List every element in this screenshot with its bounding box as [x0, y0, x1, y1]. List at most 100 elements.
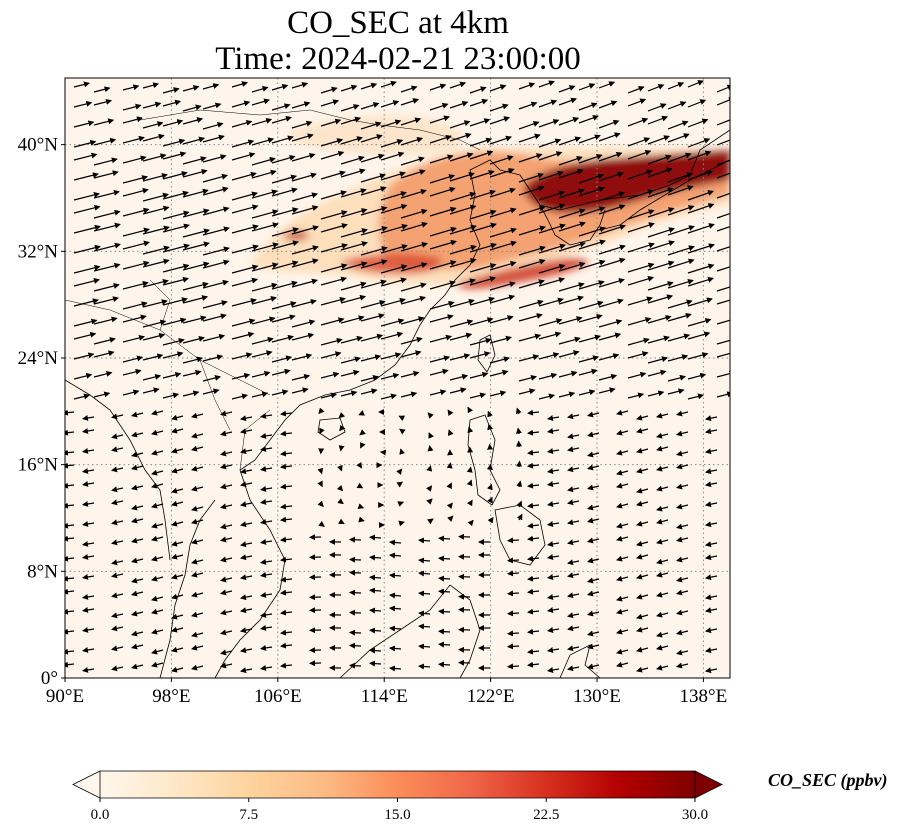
wind-arrow: [93, 137, 117, 146]
wind-arrow: [151, 409, 164, 416]
wind-arrow: [489, 187, 516, 198]
wind-arrow: [380, 223, 408, 234]
wind-arrow: [320, 150, 345, 160]
wind-arrow: [558, 221, 586, 232]
wind-arrow: [558, 168, 584, 179]
wind-arrow: [587, 663, 600, 670]
wind-arrow: [369, 607, 382, 614]
wind-arrow: [82, 428, 95, 434]
wind-arrow: [636, 447, 649, 454]
wind-arrow: [647, 135, 670, 145]
wind-arrow: [389, 665, 402, 672]
wind-arrow: [171, 540, 184, 547]
wind-arrow: [360, 246, 388, 256]
wind-arrow: [291, 258, 319, 268]
wind-arrow: [380, 352, 402, 360]
wind-arrow: [182, 241, 210, 251]
wind-arrow: [191, 558, 204, 565]
wind-arrow: [122, 389, 140, 396]
wind-arrow: [518, 279, 545, 289]
wind-arrow: [65, 661, 75, 668]
wind-arrow: [65, 575, 75, 582]
wind-arrow: [93, 391, 111, 398]
wind-arrow: [518, 245, 546, 256]
wind-arrow: [280, 503, 293, 510]
wind-arrow: [667, 374, 687, 382]
wind-arrow: [182, 369, 202, 377]
wind-arrow: [260, 498, 273, 505]
wind-arrow: [389, 605, 402, 612]
wind-arrow: [400, 85, 418, 93]
wind-arrow: [656, 538, 669, 545]
wind-arrow: [369, 554, 382, 561]
wind-arrow: [389, 592, 402, 599]
wind-arrow: [489, 369, 509, 377]
wind-arrow: [171, 646, 184, 653]
wind-arrow: [627, 276, 655, 286]
wind-arrow: [73, 152, 98, 161]
wind-arrow: [82, 594, 95, 600]
wind-arrow: [349, 569, 362, 576]
wind-arrow: [337, 498, 344, 505]
wind-arrow: [647, 154, 672, 165]
wind-arrow: [380, 171, 406, 181]
wind-arrow: [111, 466, 124, 473]
wind-arrow: [82, 501, 95, 507]
wind-arrow: [73, 298, 99, 307]
wind-arrow: [369, 587, 382, 594]
wind-arrow: [240, 448, 253, 455]
wind-arrow: [398, 415, 406, 422]
wind-arrow: [131, 451, 144, 458]
wind-arrow: [716, 172, 730, 179]
wind-arrow: [578, 368, 598, 376]
wind-arrow: [636, 666, 649, 673]
wind-arrow: [340, 335, 363, 344]
wind-arrow: [547, 481, 560, 487]
wind-arrow: [489, 356, 510, 364]
wind-arrow: [469, 209, 497, 220]
wind-arrow: [656, 644, 669, 651]
wind-arrow: [131, 464, 144, 471]
wind-arrow: [446, 482, 452, 490]
wind-arrow: [131, 610, 144, 617]
wind-arrow: [202, 186, 229, 196]
wind-arrow: [231, 264, 259, 274]
wind-arrow: [65, 588, 75, 595]
wind-arrow: [489, 294, 516, 304]
wind-arrow: [587, 630, 600, 637]
wind-arrow: [616, 449, 629, 456]
wind-arrow: [111, 559, 124, 566]
wind-arrow: [369, 647, 382, 654]
wind-arrow: [240, 594, 253, 601]
wind-arrow: [340, 241, 368, 251]
wind-arrow: [291, 299, 317, 308]
wind-arrow: [151, 628, 164, 635]
wind-arrow: [527, 482, 540, 489]
wind-arrow: [318, 520, 325, 527]
wind-arrow: [627, 149, 652, 160]
wind-arrow: [486, 463, 493, 471]
wind-arrow: [469, 137, 493, 147]
wind-arrow: [142, 225, 170, 235]
wind-arrow: [320, 170, 346, 180]
wind-arrow: [122, 187, 149, 197]
wind-arrow: [400, 350, 422, 358]
wind-arrow: [340, 84, 358, 92]
wind-arrow: [231, 244, 259, 254]
wind-arrow: [202, 313, 227, 322]
wind-arrow: [280, 483, 293, 490]
wind-arrow: [360, 333, 384, 342]
wind-arrow: [260, 644, 273, 651]
wind-arrow: [369, 534, 382, 541]
wind-arrow: [142, 153, 167, 162]
wind-arrow: [616, 535, 629, 542]
wind-arrow: [449, 258, 477, 268]
wind-arrow: [647, 356, 668, 364]
wind-arrow: [271, 240, 299, 250]
wind-arrow: [578, 115, 599, 124]
wind-arrow: [547, 468, 560, 474]
wind-arrow: [429, 206, 457, 217]
wind-arrow: [280, 642, 293, 649]
wind-arrow: [527, 429, 540, 436]
wind-arrow: [171, 626, 184, 633]
